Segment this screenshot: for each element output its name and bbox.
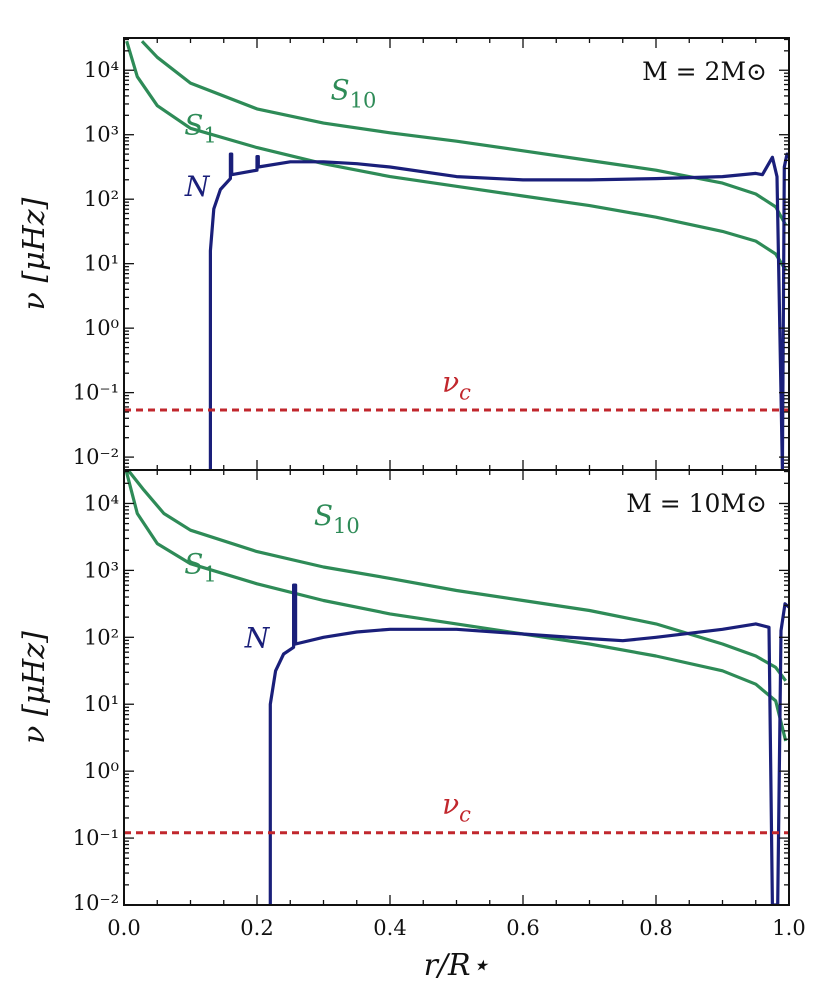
y-tick-label: 10⁻¹ [73,381,119,405]
panel-top: 10⁻² 10⁻¹ 10⁰ 10¹ 10² 10³ 10⁴ ν [μHz] M = 2M⊙ S1 S… [17,37,790,471]
y-tick-label: 10¹ [84,252,119,276]
y-axis-title: ν [μHz] [17,197,52,310]
mass-annotation: M = 2M⊙ [642,57,767,86]
y-tick-label: 10² [84,187,119,211]
series-label-s1: S1 [184,109,217,148]
x-tick-label: 0.0 [107,916,140,940]
x-tick-label: 0.8 [639,916,672,940]
series-label-s10: S10 [314,499,360,538]
y-tick-label: 10⁴ [84,58,119,82]
y-tick-label: 10⁰ [84,316,119,340]
x-tick-label: 0.2 [240,916,273,940]
mass-annotation: M = 10M⊙ [626,489,767,518]
series-label-subscript: 1 [203,124,216,148]
series-label-subscript: 10 [350,88,377,112]
panel-bottom: 10⁻² 10⁻¹ 10⁰ 10¹ 10² 10³ 10⁴ 0.0 0.2 0.4 0.6 0.8 1.… [17,469,806,983]
y-tick-label: 10⁻² [73,891,119,915]
series-group [124,470,789,905]
series-label-subscript: 10 [333,514,360,538]
series-label-subscript: c [459,380,471,404]
y-tick-label: 10⁻² [73,445,119,469]
series-line-n [208,152,789,470]
y-tick-label: 10³ [84,558,119,582]
series-line-s10 [140,40,788,226]
y-tick-label: 10⁻¹ [73,826,119,850]
series-label-s1: S1 [184,548,217,587]
series-line-s1 [124,470,788,742]
series-label-nuc: νc [442,787,471,826]
x-tick-label: 0.4 [373,916,406,940]
series-label-s10: S10 [330,73,376,112]
x-axis-title: r/R⋆ [424,948,490,983]
y-tick-label: 10¹ [84,692,119,716]
series-label-n: N [184,170,211,203]
axes-frame [123,37,790,471]
y-tick-label: 10⁴ [84,491,119,515]
series-line-s1 [125,40,788,271]
axes-frame [123,469,790,906]
y-tick-label: 10⁰ [84,759,119,783]
y-axis-title: ν [μHz] [17,631,52,744]
x-tick-label: 1.0 [772,916,805,940]
x-tick-label: 0.6 [506,916,539,940]
y-tick-label: 10² [84,625,119,649]
series-label-n: N [244,621,271,654]
series-line-n [268,583,789,905]
series-group [124,40,789,470]
series-label-subscript: 1 [203,563,216,587]
y-tick-label: 10³ [84,123,119,147]
series-line-s10 [126,470,787,682]
series-label-nuc: νc [442,365,471,404]
series-label-subscript: c [459,802,471,826]
